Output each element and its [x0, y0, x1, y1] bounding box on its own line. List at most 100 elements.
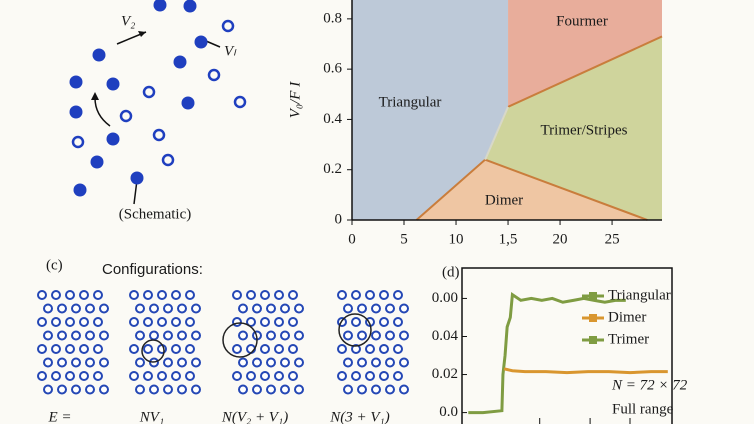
site — [191, 330, 201, 341]
site — [365, 371, 375, 381]
vacancy — [233, 95, 247, 109]
phase-region — [352, 0, 509, 220]
site — [37, 290, 47, 300]
site — [393, 371, 403, 381]
site — [135, 303, 145, 314]
site — [85, 303, 95, 314]
site — [371, 303, 381, 314]
x-tick-label: 10 — [449, 231, 464, 247]
site — [157, 290, 167, 300]
y-tick-label: 0.6 — [323, 61, 342, 77]
site — [149, 303, 159, 314]
site — [185, 371, 195, 381]
site — [43, 330, 53, 341]
energy-label: E = — [47, 409, 71, 424]
legend-label: Triangular — [608, 287, 671, 303]
region-label: Trimer/Stripes — [541, 122, 628, 138]
site — [57, 303, 67, 314]
site — [343, 357, 353, 368]
legend-marker — [589, 292, 597, 300]
v2-label: V₂ — [121, 13, 135, 29]
phase-region — [508, 0, 662, 107]
site — [379, 290, 389, 300]
site — [157, 317, 167, 327]
site — [280, 357, 290, 368]
site — [274, 344, 284, 354]
vacancy — [207, 68, 221, 82]
site — [385, 384, 395, 395]
site — [399, 357, 409, 368]
site — [93, 317, 103, 327]
site — [71, 384, 81, 395]
site — [288, 317, 298, 327]
site — [280, 330, 290, 341]
site — [185, 317, 195, 327]
site — [294, 384, 304, 395]
x-tick-label: 1,5 — [499, 231, 518, 247]
site — [85, 384, 95, 395]
site — [266, 303, 276, 314]
particle — [90, 155, 104, 169]
site — [163, 384, 173, 395]
site — [157, 371, 167, 381]
site — [288, 290, 298, 300]
highlight — [338, 313, 372, 347]
particle — [181, 96, 195, 110]
site — [232, 344, 242, 354]
site — [238, 330, 248, 341]
site — [337, 371, 347, 381]
site — [266, 384, 276, 395]
site — [393, 344, 403, 354]
y-tick-label: 0.02 — [432, 366, 458, 382]
site — [371, 330, 381, 341]
site — [365, 290, 375, 300]
x-tick-label: 0 — [348, 231, 356, 247]
site — [65, 290, 75, 300]
y-axis-label: V₀/F I — [287, 81, 303, 118]
site — [51, 344, 61, 354]
site — [163, 357, 173, 368]
site — [280, 303, 290, 314]
site — [357, 303, 367, 314]
site — [351, 290, 361, 300]
site — [43, 357, 53, 368]
site — [99, 357, 109, 368]
energy-label: N(V₂ + V₁) — [221, 409, 288, 424]
site — [393, 317, 403, 327]
site — [274, 317, 284, 327]
site — [238, 357, 248, 368]
site — [260, 344, 270, 354]
energy-label: NV₁ — [139, 409, 164, 424]
highlight — [222, 322, 258, 358]
site — [57, 330, 67, 341]
site — [99, 330, 109, 341]
site — [288, 371, 298, 381]
site — [93, 371, 103, 381]
site — [171, 344, 181, 354]
site — [71, 330, 81, 341]
site — [191, 303, 201, 314]
site — [143, 344, 153, 354]
site — [65, 371, 75, 381]
site — [246, 317, 256, 327]
site — [371, 384, 381, 395]
site — [379, 344, 389, 354]
site — [351, 317, 361, 327]
site — [177, 357, 187, 368]
schematic: V₂ Vₗ (Schematic) — [69, 0, 247, 222]
site — [385, 330, 395, 341]
site — [191, 384, 201, 395]
vacancy — [221, 19, 235, 33]
region-label: Fourmer — [556, 13, 608, 29]
site — [351, 371, 361, 381]
particle — [173, 55, 187, 69]
legend-marker — [589, 314, 597, 322]
vacancy — [142, 85, 156, 99]
site — [260, 290, 270, 300]
site — [129, 290, 139, 300]
site — [93, 290, 103, 300]
site — [93, 344, 103, 354]
vacancy — [71, 135, 85, 149]
panel-label: (c) — [46, 257, 63, 273]
particle — [106, 132, 120, 146]
